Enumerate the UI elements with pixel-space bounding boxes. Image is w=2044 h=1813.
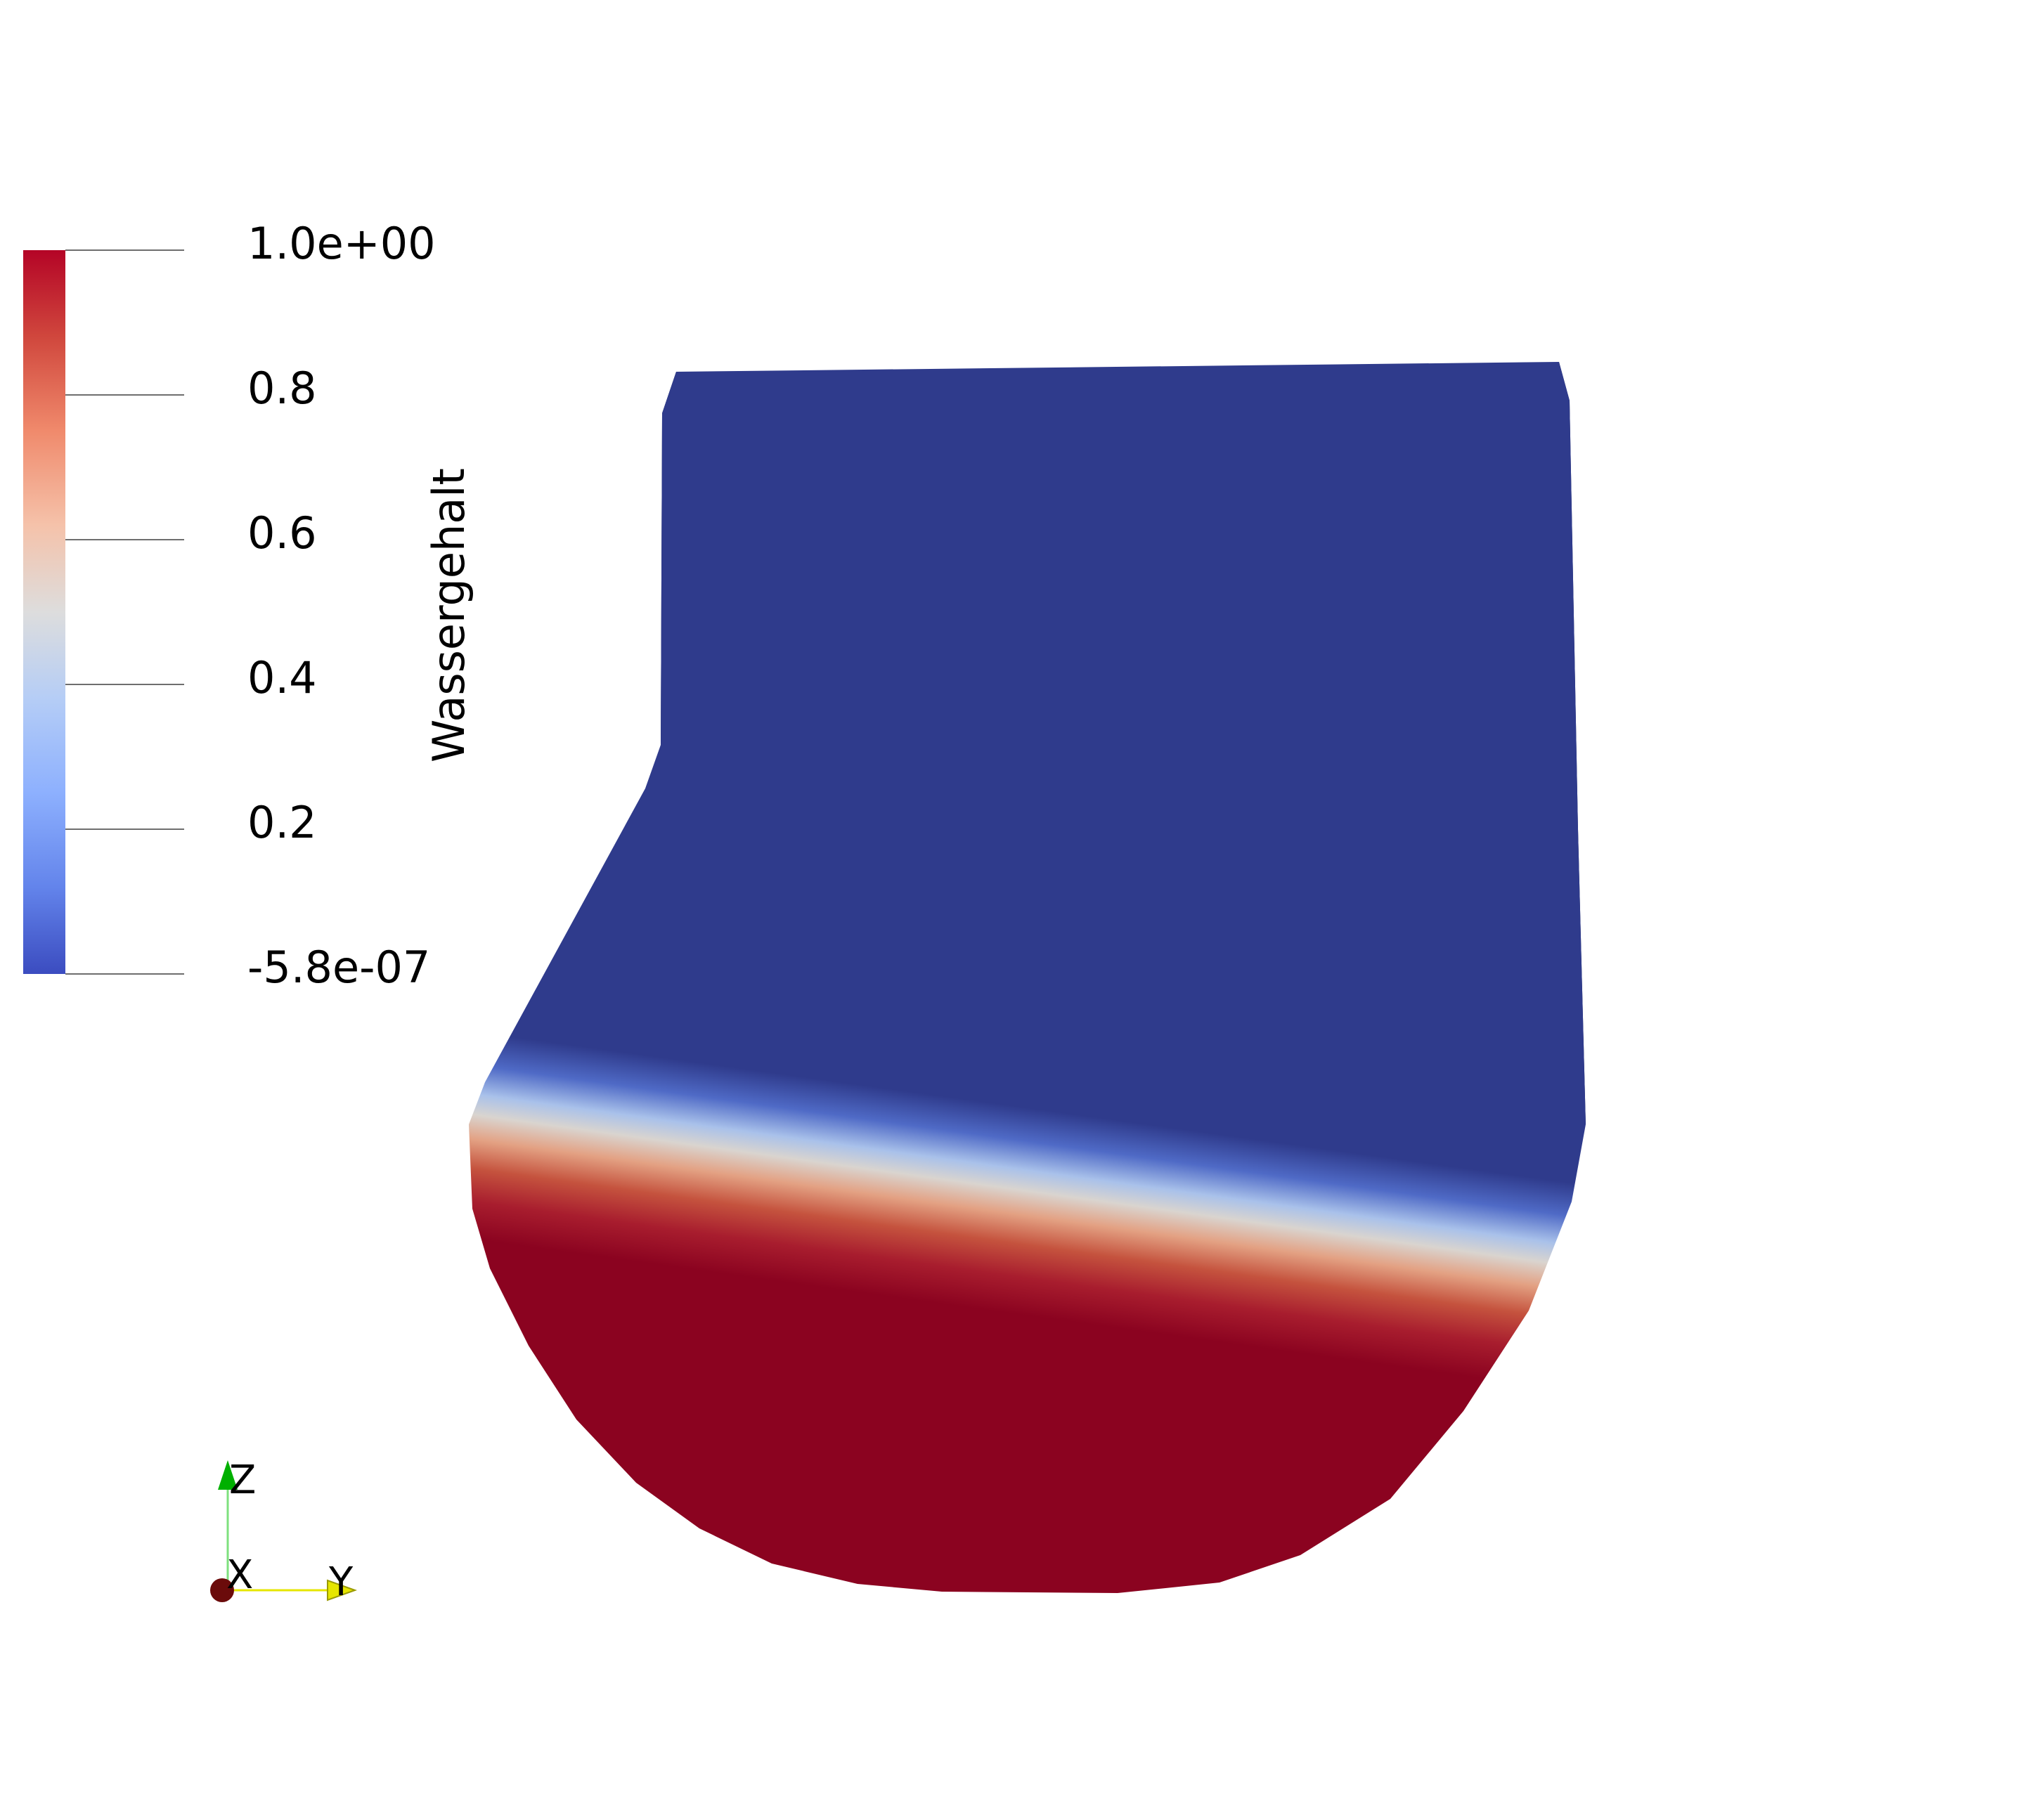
- scalar-bar-ticks: [65, 249, 184, 975]
- water-content-field: [469, 362, 1586, 1593]
- y-axis-arrowhead: [327, 1579, 357, 1601]
- scalar-bar-labels: 1.0e+00 0.8 0.6 0.4 0.2 -5.8e-07: [247, 218, 436, 993]
- x-axis-label: X: [226, 1552, 253, 1598]
- x-axis-marker: [210, 1578, 234, 1602]
- scalar-bar-label-0.8: 0.8: [247, 363, 317, 414]
- scalar-bar-label-0.2: 0.2: [247, 797, 317, 848]
- scalar-bar-gradient: [23, 250, 65, 974]
- scalar-bar-title: Wassergehalt: [423, 468, 474, 762]
- mesh-render[interactable]: [450, 351, 1603, 1616]
- scalar-bar-label-max: 1.0e+00: [247, 218, 436, 269]
- y-axis-label: Y: [328, 1559, 354, 1605]
- scalar-bar[interactable]: 1.0e+00 0.8 0.6 0.4 0.2 -5.8e-07 Wasserg…: [23, 218, 474, 993]
- z-axis-label: Z: [229, 1457, 256, 1503]
- z-axis-arrowhead: [218, 1460, 238, 1490]
- scalar-bar-label-0.4: 0.4: [247, 652, 317, 703]
- scalar-bar-label-min: -5.8e-07: [247, 942, 430, 993]
- orientation-axes[interactable]: X Y Z: [210, 1457, 357, 1605]
- scalar-bar-label-0.6: 0.6: [247, 507, 317, 559]
